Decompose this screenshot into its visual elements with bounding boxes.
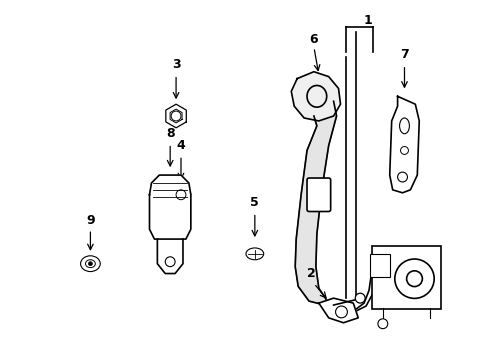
Circle shape — [88, 262, 92, 266]
FancyBboxPatch shape — [306, 178, 330, 212]
Circle shape — [377, 319, 387, 329]
Text: 5: 5 — [250, 196, 259, 209]
Text: 2: 2 — [306, 267, 315, 280]
Circle shape — [165, 257, 175, 267]
Text: 4: 4 — [176, 139, 185, 152]
Circle shape — [171, 111, 181, 121]
Ellipse shape — [81, 256, 100, 271]
Circle shape — [394, 259, 433, 298]
Polygon shape — [318, 298, 358, 323]
Polygon shape — [389, 96, 418, 193]
Polygon shape — [149, 175, 190, 239]
Text: 7: 7 — [399, 49, 408, 62]
Circle shape — [176, 190, 185, 200]
Circle shape — [355, 293, 365, 303]
Polygon shape — [291, 72, 340, 121]
Text: 9: 9 — [86, 214, 95, 227]
Text: 1: 1 — [363, 14, 372, 27]
Circle shape — [171, 185, 190, 204]
Circle shape — [397, 172, 407, 182]
Ellipse shape — [399, 118, 408, 134]
Circle shape — [400, 147, 407, 154]
Ellipse shape — [85, 260, 95, 267]
Text: 3: 3 — [171, 58, 180, 71]
Polygon shape — [157, 239, 183, 274]
Text: 6: 6 — [309, 33, 318, 46]
Ellipse shape — [245, 248, 263, 260]
Circle shape — [406, 271, 422, 287]
FancyBboxPatch shape — [369, 254, 389, 278]
Circle shape — [335, 306, 346, 318]
Text: 8: 8 — [165, 127, 174, 140]
Polygon shape — [295, 101, 343, 308]
FancyBboxPatch shape — [371, 246, 440, 309]
